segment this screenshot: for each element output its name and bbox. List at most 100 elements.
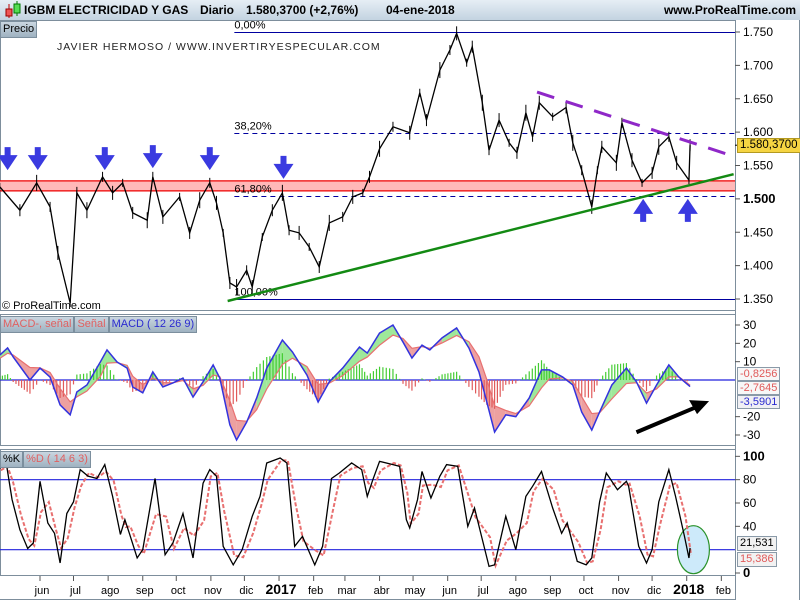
macd-signal-fill <box>132 376 143 393</box>
x-axis-tick-label: jul <box>69 585 81 597</box>
arrow-down-icon <box>27 147 48 171</box>
macd-label[interactable]: MACD ( 12 26 9) <box>108 316 198 333</box>
instrument-title: IGBM ELECTRICIDAD Y GAS <box>24 3 189 17</box>
x-axis-tick-label: 2017 <box>265 581 296 597</box>
stoch-d-label[interactable]: %D ( 14 6 3) <box>23 451 91 468</box>
stoch-axis-tick-label: 40 <box>743 519 757 533</box>
x-axis-tick-label: 2018 <box>673 581 704 597</box>
fib-label: 38,20% <box>234 121 272 133</box>
macd-signal-fill <box>60 388 71 415</box>
macd-hist-value: -0,8256 <box>737 367 781 381</box>
quote-label: 1.580,3700 (+2,76%) <box>246 3 359 17</box>
stoch-k-line <box>0 457 691 568</box>
arrow-down-icon <box>273 155 294 179</box>
macd-value: -3,5901 <box>737 395 781 409</box>
macd-axis-tick-label: 10 <box>743 355 757 369</box>
x-axis-tick-label: nov <box>204 585 222 597</box>
macd-signal-fill <box>478 356 487 402</box>
price-axis-tick-label: 1.700 <box>743 58 773 72</box>
arrow-down-icon <box>142 145 163 169</box>
downtrend-trendline <box>536 90 730 157</box>
price-axis-tick-label: 1.450 <box>743 225 773 239</box>
macd-signal-fill <box>486 379 495 433</box>
stoch-d-value: 15,386 <box>737 552 777 567</box>
macd-axis-tick-label: -30 <box>743 428 761 442</box>
macd-axis-tick-label: 30 <box>743 318 757 332</box>
watermark: JAVIER HERMOSO / WWW.INVERTIRYESPECULAR.… <box>57 41 381 53</box>
x-axis-tick-label: nov <box>612 585 630 597</box>
macd-signal-fill <box>266 340 283 389</box>
stoch-axis-tick-label: 60 <box>743 496 757 510</box>
price-line <box>0 31 691 304</box>
price-axis-tick-label: 1.500 <box>743 191 776 206</box>
fib-label: 0,00% <box>234 20 265 32</box>
macd-signal-fill <box>494 405 506 433</box>
stoch-axis-tick-label: 100 <box>743 448 765 463</box>
chart-header: IGBM ELECTRICIDAD Y GAS Diario 1.580,370… <box>0 0 800 21</box>
macd-signal-label[interactable]: Señal <box>74 316 109 333</box>
macd-signal-fill <box>581 396 592 431</box>
annotation-arrow-shaft <box>635 403 702 435</box>
x-axis-tick-label: dic <box>647 585 662 597</box>
arrow-down-icon <box>199 147 220 171</box>
stoch-axis-tick-label: 80 <box>743 473 757 487</box>
macd-signal-fill <box>256 368 267 410</box>
stoch-axis-tick-label: 0 <box>743 565 750 580</box>
stoch-k-value: 21,531 <box>737 536 777 551</box>
x-axis-tick-label: abr <box>374 585 390 597</box>
last-price-box: 1.580,3700 <box>737 138 800 153</box>
macd-signal-fill <box>100 349 108 377</box>
arrow-up-icon <box>633 198 654 222</box>
pane-frame <box>0 449 736 576</box>
x-axis-tick-label: feb <box>716 585 731 597</box>
support-band <box>0 180 735 191</box>
stoch-k-label[interactable]: %K <box>0 451 24 468</box>
macd-pane-legend: MACD-, señal Señal MACD ( 12 26 9) <box>0 316 198 333</box>
macd-hist-label[interactable]: MACD-, señal <box>0 316 75 333</box>
x-axis-tick-label: may <box>405 585 426 597</box>
x-axis-tick-label: sep <box>136 585 154 597</box>
macd-signal-fill <box>7 347 14 357</box>
arrow-up-icon <box>677 198 698 222</box>
macd-signal-fill <box>282 340 293 365</box>
macd-signal-fill <box>229 400 237 440</box>
macd-signal-fill <box>442 327 457 343</box>
macd-signal-fill <box>379 325 393 346</box>
x-axis-tick-label: ago <box>509 585 527 597</box>
x-axis-tick-label: jun <box>441 585 457 597</box>
macd-line <box>0 323 691 442</box>
arrow-down-icon <box>0 147 18 171</box>
macd-signal-fill <box>342 347 360 376</box>
x-axis-tick-label: dic <box>239 585 254 597</box>
period-label[interactable]: Diario <box>200 3 235 17</box>
price-axis-tick-label: 1.400 <box>743 259 773 273</box>
candlestick-icon <box>5 1 21 18</box>
highlight-ellipse <box>676 525 711 575</box>
x-axis-tick-label: oct <box>171 585 186 597</box>
site-label[interactable]: www.ProRealTime.com <box>663 3 796 17</box>
macd-signal-fill <box>611 368 627 399</box>
macd-signal-fill <box>541 369 550 388</box>
date-label: 04-ene-2018 <box>386 3 455 17</box>
copyright: © ProRealTime.com <box>2 300 101 312</box>
price-axis-tick-label: 1.650 <box>743 92 773 106</box>
arrow-down-icon <box>94 147 115 171</box>
macd-signal-fill <box>76 384 87 397</box>
x-axis-tick-label: oct <box>579 585 594 597</box>
x-axis-tick-label: sep <box>544 585 562 597</box>
right-axis-area <box>735 20 800 600</box>
x-axis-tick-label: feb <box>308 585 323 597</box>
x-axis-tick-label: jul <box>477 585 489 597</box>
price-axis-tick-label: 1.350 <box>743 292 773 306</box>
uptrend-trendline <box>227 172 734 303</box>
price-axis-tick-label: 1.550 <box>743 159 773 173</box>
macd-axis-tick-label: 20 <box>743 336 757 350</box>
stoch-d-line <box>0 459 693 569</box>
price-pane-label[interactable]: Precio <box>0 21 38 38</box>
macd-signal-value: -2,7645 <box>737 381 781 395</box>
x-axis-tick-label: ago <box>101 585 119 597</box>
price-axis-tick-label: 1.600 <box>743 125 773 139</box>
price-axis-tick-label: 1.750 <box>743 25 773 39</box>
stoch-pane-legend: %K %D ( 14 6 3) <box>0 451 91 468</box>
